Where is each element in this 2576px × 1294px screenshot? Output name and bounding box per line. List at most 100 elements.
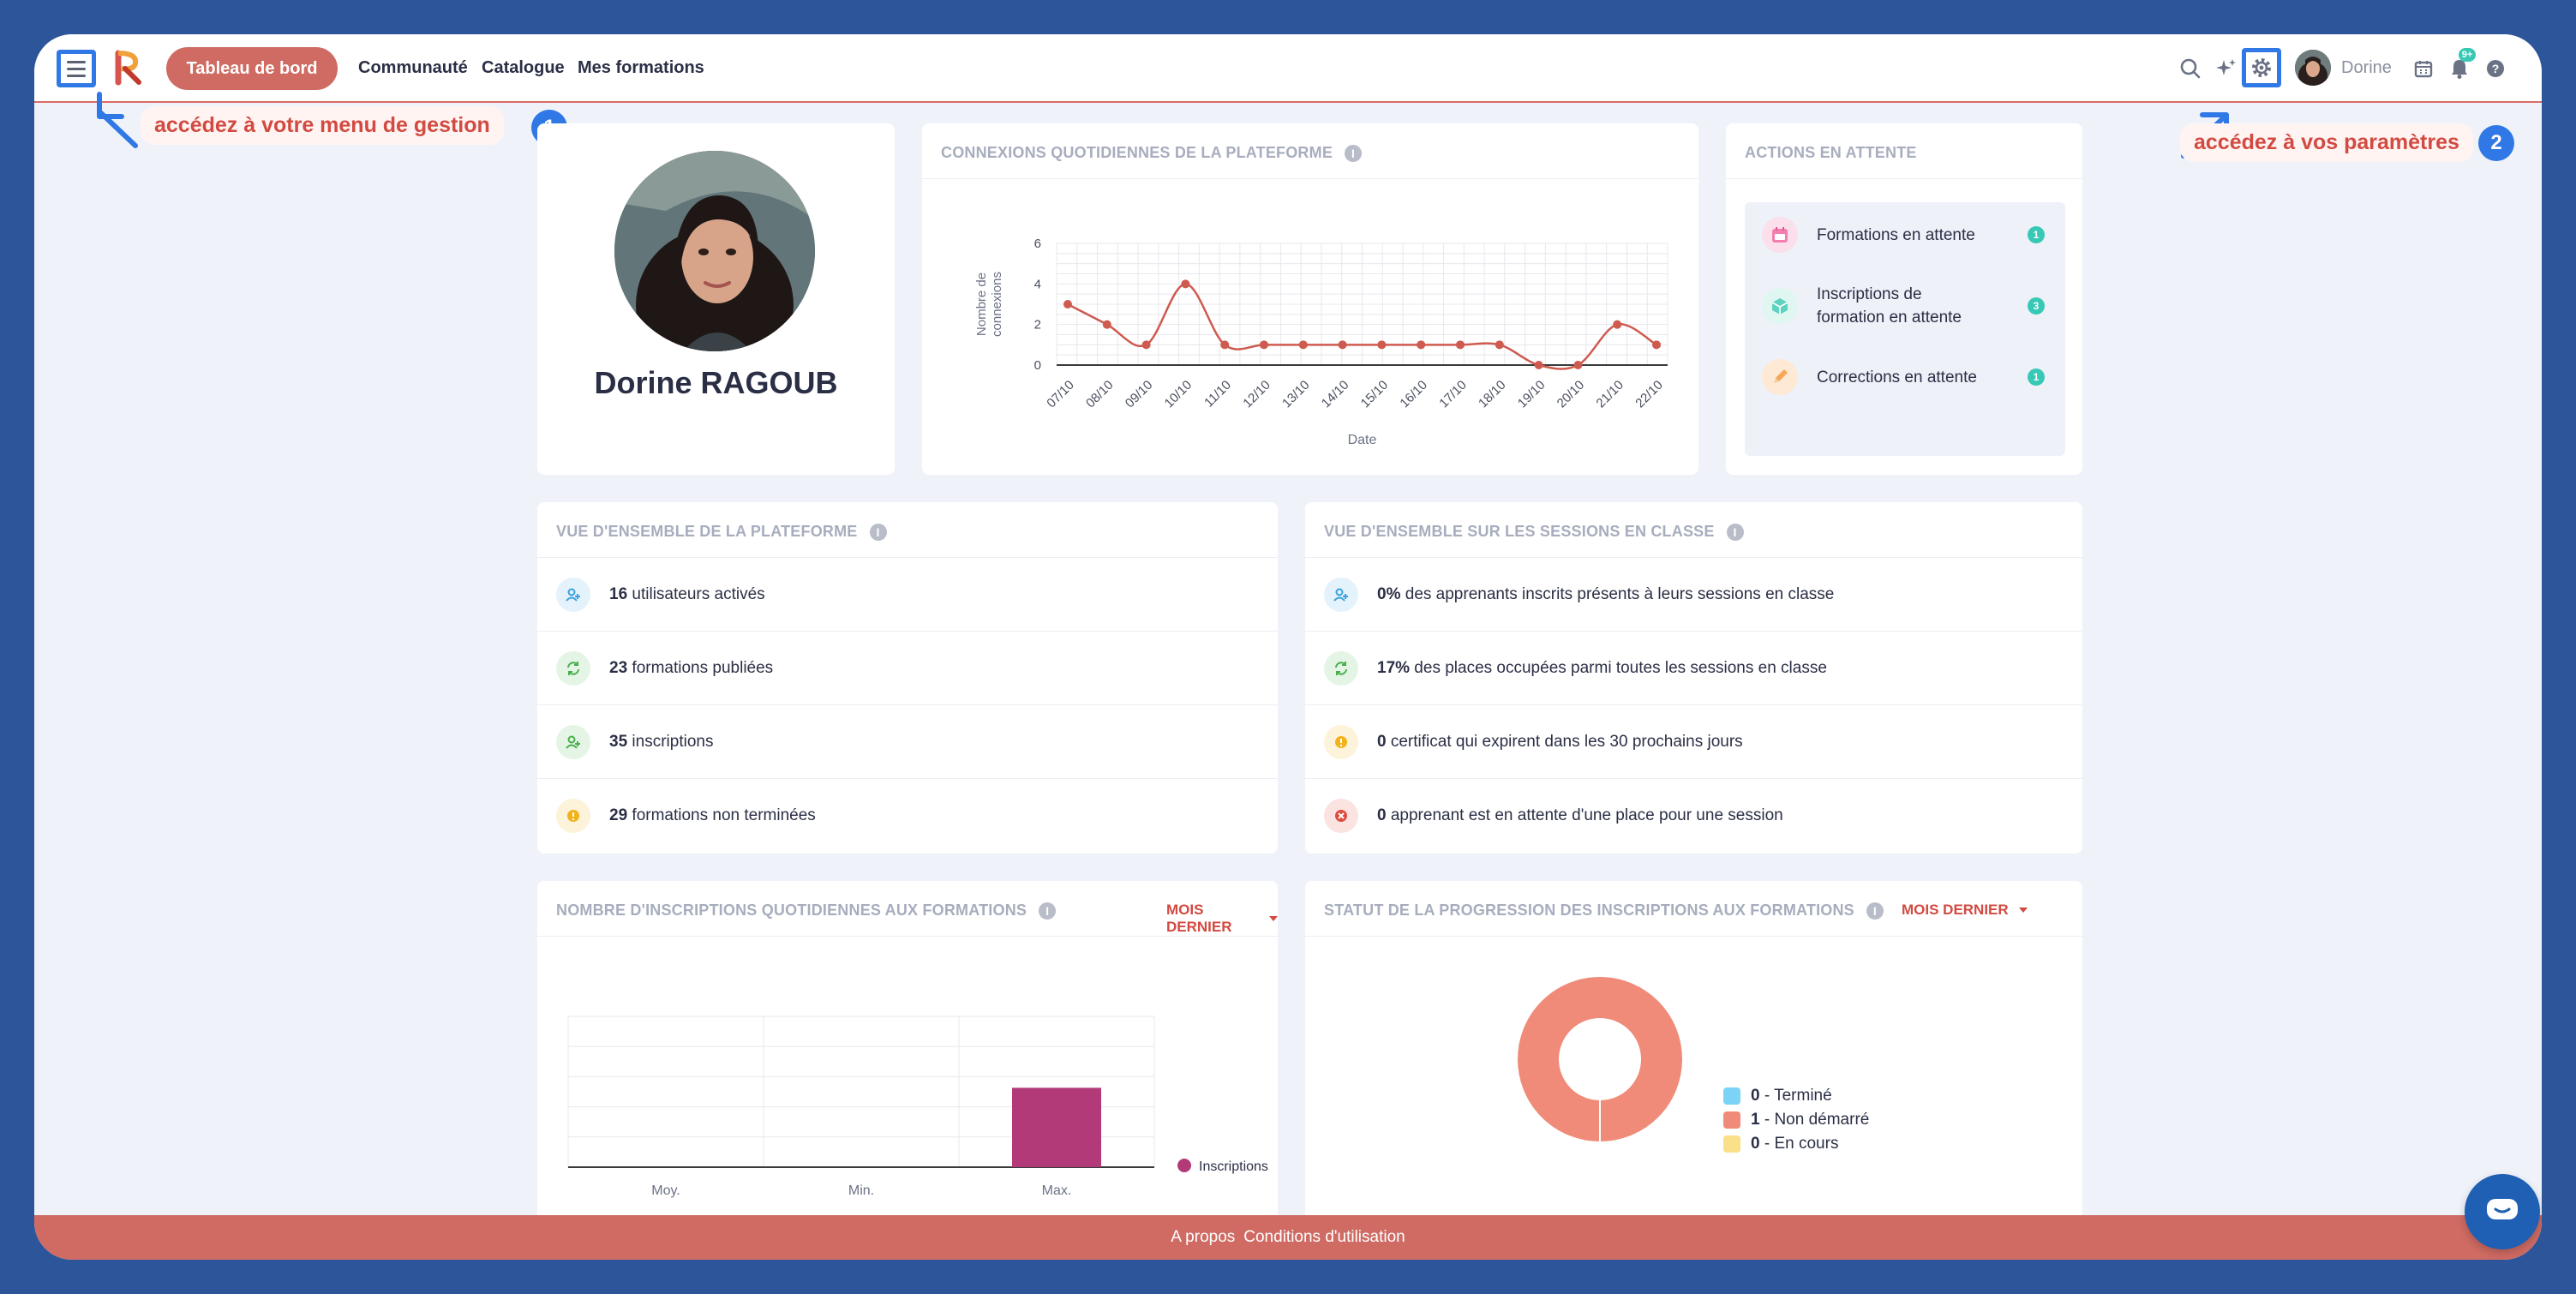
daily-signups-bar-chart: Moy. Min. Max. Inscriptions [567, 1015, 1268, 1198]
count-badge: 1 [2028, 226, 2045, 243]
search-icon[interactable] [2173, 51, 2208, 86]
sparkle-icon[interactable] [2209, 51, 2244, 86]
data-point [1495, 340, 1504, 350]
overview-label: formations non terminées [627, 806, 816, 824]
hamburger-icon[interactable] [57, 50, 96, 87]
action-item-corrections[interactable]: Corrections en attente 1 [1745, 353, 2065, 401]
platform-overview-card: VUE D'ENSEMBLE DE LA PLATEFORME i 16 uti… [537, 502, 1278, 854]
action-label-line: Inscriptions de [1817, 285, 1922, 303]
series-line [1067, 283, 1657, 370]
y-tick-label: 4 [1034, 277, 1041, 291]
overview-value: 0% [1377, 584, 1401, 603]
platform-overview-title: VUE D'ENSEMBLE DE LA PLATEFORME [556, 523, 858, 540]
legend-value: 0 [1751, 1135, 1760, 1153]
info-icon[interactable]: i [1039, 902, 1057, 920]
x-tick-label: 21/10 [1593, 378, 1626, 411]
bar [1012, 1087, 1101, 1167]
action-item-trainings[interactable]: Formations en attente 1 [1745, 211, 2065, 259]
pending-actions-title: ACTIONS EN ATTENTE [1745, 144, 1917, 161]
info-icon[interactable]: i [869, 523, 887, 541]
bell-icon[interactable] [2442, 51, 2477, 86]
card-title: VUE D'ENSEMBLE DE LA PLATEFORME i [556, 523, 887, 541]
x-axis-label: Date [1348, 433, 1377, 447]
caret-down-icon [2018, 908, 2028, 913]
card-title: CONNEXIONS QUOTIDIENNES DE LA PLATEFORME… [941, 144, 1363, 162]
data-point [1298, 340, 1308, 350]
x-tick-label: 17/10 [1436, 378, 1470, 411]
refresh-icon [556, 650, 590, 686]
x-tick-label: 10/10 [1162, 378, 1195, 411]
calendar-icon[interactable] [2406, 51, 2441, 86]
legend-item[interactable]: 1 - Non démarré [1723, 1111, 1869, 1129]
nav-link-catalog[interactable]: Catalogue [482, 58, 565, 77]
x-tick-label: 08/10 [1083, 378, 1117, 411]
sessions-overview-card: VUE D'ENSEMBLE SUR LES SESSIONS EN CLASS… [1305, 502, 2082, 854]
legend-swatch [1723, 1135, 1740, 1153]
overview-text: 17% des places occupées parmi toutes les… [1377, 659, 1827, 678]
data-point [1220, 340, 1230, 350]
data-point [1456, 340, 1465, 350]
x-tick-label: 16/10 [1397, 378, 1430, 411]
action-label: Formations en attente [1817, 225, 1975, 244]
info-icon[interactable]: i [1726, 523, 1744, 541]
daily-connections-line-chart: 0 2 4 6 Nombre deconnexions 07/10 08/10 09/10 10… [974, 237, 1668, 447]
info-icon[interactable]: i [1866, 902, 1884, 920]
connections-card: CONNEXIONS QUOTIDIENNES DE LA PLATEFORME… [922, 123, 1698, 475]
overview-text: 0% des apprenants inscrits présents à le… [1377, 585, 1834, 604]
x-tick-label: 19/10 [1515, 378, 1549, 411]
y-axis-label: Nombre deconnexions [974, 272, 1004, 337]
notification-badge: 9+ [2459, 48, 2476, 62]
nav-link-my-trainings[interactable]: Mes formations [578, 58, 704, 77]
legend-label: Inscriptions [1199, 1159, 1268, 1174]
nav-link-community[interactable]: Communauté [358, 58, 468, 77]
overview-text: 0 apprenant est en attente d'une place p… [1377, 806, 1783, 825]
divider [537, 936, 1278, 937]
close-circle-icon [1324, 798, 1358, 833]
legend-swatch [1723, 1087, 1740, 1105]
card-title: VUE D'ENSEMBLE SUR LES SESSIONS EN CLASS… [1324, 523, 1744, 541]
divider [922, 178, 1698, 179]
overview-label: apprenant est en attente d'une place pou… [1386, 806, 1783, 824]
chat-button[interactable] [2465, 1174, 2540, 1249]
overview-row: 0% des apprenants inscrits présents à le… [1305, 557, 2082, 631]
overview-value: 0 [1377, 806, 1387, 824]
tab-dashboard[interactable]: Tableau de bord [166, 47, 338, 90]
user-plus-icon [1324, 577, 1358, 612]
overview-row: 0 apprenant est en attente d'une place p… [1305, 778, 2082, 852]
period-dropdown[interactable]: MOIS DERNIER [1902, 902, 2028, 919]
warning-icon [1324, 724, 1358, 759]
profile-name: Dorine RAGOUB [594, 365, 838, 400]
y-tick-label: 6 [1034, 237, 1041, 251]
legend-item[interactable]: 0 - Terminé [1723, 1087, 1832, 1105]
period-dropdown-label: MOIS DERNIER [1166, 902, 1232, 935]
footer-terms-link[interactable]: Conditions d'utilisation [1243, 1228, 1405, 1246]
action-label-line: formation en attente [1817, 309, 1962, 326]
info-icon[interactable]: i [1345, 144, 1363, 162]
action-item-registrations[interactable]: Inscriptions de formation en attente 3 [1745, 276, 2065, 336]
legend-item[interactable]: 0 - En cours [1723, 1135, 1838, 1153]
callout-management-menu: accédez à votre menu de gestion [141, 106, 504, 145]
footer-about-link[interactable]: A propos [1171, 1228, 1236, 1246]
overview-row: 23 formations publiées [537, 631, 1278, 704]
x-tick-label: 12/10 [1240, 378, 1273, 411]
logo-icon[interactable] [113, 48, 144, 87]
daily-signups-card: NOMBRE D'INSCRIPTIONS QUOTIDIENNES AUX F… [537, 881, 1278, 1224]
x-tick-label: 09/10 [1123, 378, 1156, 411]
legend-label: - En cours [1759, 1135, 1839, 1153]
arrow-to-menu-icon [97, 92, 138, 148]
svg-text:?: ? [2492, 62, 2500, 75]
data-point [1181, 279, 1190, 289]
x-tick-label: 22/10 [1632, 378, 1666, 411]
count-badge: 1 [2028, 368, 2045, 386]
data-point [1613, 320, 1622, 329]
action-label: Corrections en attente [1817, 368, 1977, 386]
period-dropdown[interactable]: MOIS DERNIER [1166, 902, 1278, 936]
gear-icon[interactable] [2242, 48, 2281, 87]
user-avatar[interactable] [2295, 50, 2331, 86]
profile-photo [614, 151, 815, 351]
user-name[interactable]: Dorine [2341, 58, 2392, 77]
x-tick-label: 11/10 [1201, 378, 1234, 410]
y-tick-label: 0 [1034, 358, 1041, 373]
help-icon[interactable]: ? [2478, 51, 2513, 86]
app-window: Tableau de bord Communauté Catalogue Mes… [34, 34, 2542, 1260]
